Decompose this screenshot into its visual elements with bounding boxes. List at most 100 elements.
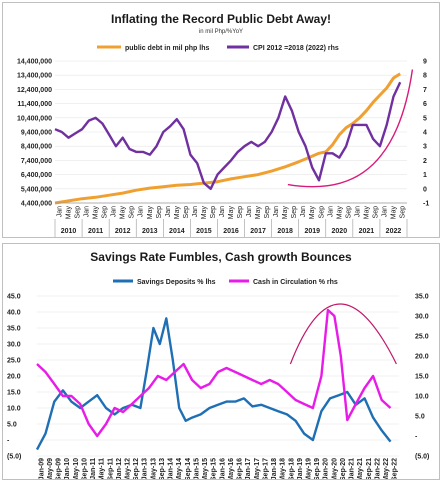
x-tick-label: May: [228, 206, 235, 220]
x-tick-label: Sep-15: [211, 458, 218, 479]
y-left-tick-label: 10.0: [7, 406, 21, 413]
x-tick-label: May: [309, 206, 316, 220]
y-left-tick-label: (5.0): [7, 454, 21, 461]
series-lines: [54, 72, 402, 205]
x-tick-label: Jan: [300, 206, 307, 217]
x-tick-label: Jan-10: [64, 458, 71, 479]
x-tick-label: Jan: [354, 206, 361, 217]
x-tick-label: May: [174, 206, 181, 220]
year-label: 2011: [88, 228, 103, 235]
x-tick-label: May-20: [331, 458, 338, 479]
year-label: 2019: [304, 228, 320, 235]
y-right-tick-label: -1: [423, 201, 429, 208]
x-tick-label: May-22: [383, 458, 390, 479]
x-tick-label: May-19: [306, 458, 313, 479]
x-tick-label: Sep: [156, 206, 163, 219]
annotations: [287, 69, 414, 188]
y-left-tick-label: 35.0: [7, 326, 21, 333]
chart-title: Savings Rate Fumbles, Cash growth Bounce…: [90, 250, 352, 264]
x-tick-label: May-21: [357, 458, 364, 479]
x-tick-label: Jan: [327, 206, 334, 217]
x-tick-label: Jan-09: [38, 458, 45, 479]
x-tick-label: Sep-14: [185, 458, 192, 479]
x-tick-label: Sep-18: [288, 458, 295, 479]
y-left-tick-label: 8,400,000: [21, 144, 52, 151]
trend-curve: [287, 69, 414, 188]
x-tick-label: Jan: [273, 206, 280, 217]
year-label: 2010: [61, 228, 77, 235]
y-right-tick-label: 1: [423, 172, 427, 179]
x-tick-label: May: [390, 206, 397, 220]
y-left-tick-label: 40.0: [7, 310, 21, 317]
year-label: 2018: [277, 228, 293, 235]
x-tick-label: May: [336, 206, 343, 220]
legend-label-cpi: CPI 2012 =2018 (2022) rhs: [253, 45, 339, 52]
y-right-tick-label: 6: [423, 101, 427, 108]
x-axis: Jan May Sep Jan May Sep Jan May Sep Jan May Sep Jan M…: [54, 202, 408, 237]
x-tick-label: May-09: [47, 458, 54, 479]
y-right-tick-label: 30.0: [415, 314, 429, 321]
annotations: [289, 303, 397, 365]
y-left-tick-label: 30.0: [7, 342, 21, 349]
x-tick-label: Jan: [57, 206, 64, 217]
x-tick-label: Jan-19: [297, 458, 304, 479]
x-tick-label: Jan-13: [142, 458, 149, 479]
year-label: 2014: [169, 228, 185, 235]
x-tick-label: Sep: [264, 206, 271, 219]
chart-savings-cash: Savings Rate Fumbles, Cash growth Bounce…: [7, 250, 429, 482]
x-tick-label: Sep-16: [237, 458, 244, 479]
y-right-tick-label: 3: [423, 144, 427, 151]
series-line-public-debt: [54, 72, 401, 205]
x-tick-label: Sep: [399, 206, 406, 219]
y-left-axis: (5.0) - 5.0 10.0 15.0 20.0 25.0 30.0 35.0 40.0 45.…: [7, 294, 21, 461]
x-tick-label: Sep: [210, 206, 217, 219]
x-tick-label: May-16: [228, 458, 235, 479]
y-left-tick-label: 14,400,000: [17, 59, 52, 66]
x-tick-label: May-12: [125, 458, 132, 479]
x-tick-label: May-13: [150, 458, 157, 479]
x-tick-label: May-18: [280, 458, 287, 479]
x-tick-label: Jan-11: [90, 458, 97, 479]
x-tick-label: May: [93, 206, 100, 220]
y-left-tick-label: -: [7, 438, 10, 445]
y-right-tick-label: -: [415, 434, 418, 441]
y-right-tick-label: 9: [423, 59, 427, 66]
x-tick-label: Sep: [183, 206, 190, 219]
y-left-tick-label: 5.0: [7, 422, 17, 429]
series-line-cpi: [54, 81, 402, 191]
y-right-tick-label: 5.0: [415, 414, 425, 421]
x-tick-label: Sep-09: [56, 458, 63, 479]
series-line-cash-in-circulation: [36, 308, 392, 438]
y-right-tick-label: 7: [423, 87, 427, 94]
series-lines: [35, 308, 392, 451]
x-tick-label: Jan: [246, 206, 253, 217]
x-tick-label: Sep: [237, 206, 244, 219]
y-right-tick-label: 35.0: [415, 294, 429, 301]
y-right-tick-label: 0: [423, 186, 427, 193]
x-tick-label: Sep-12: [133, 458, 140, 479]
x-tick-label: May-11: [99, 458, 106, 479]
x-axis: Jan-09 May-09 Sep-09 Jan-10 May-10 Sep-10 Jan-…: [38, 458, 399, 482]
year-label: 2013: [142, 228, 158, 235]
y-right-tick-label: 10.0: [415, 394, 429, 401]
x-tick-label: May: [201, 206, 208, 220]
x-tick-label: Sep-20: [340, 458, 347, 479]
x-tick-label: Jan: [165, 206, 172, 217]
x-tick-label: Jan-15: [193, 458, 200, 479]
year-label: 2016: [223, 228, 239, 235]
x-tick-label: May-17: [254, 458, 261, 479]
gridlines: [37, 295, 399, 457]
x-tick-label: Sep-22: [392, 458, 399, 479]
y-right-axis: (5.0) - 5.0 10.0 15.0 20.0 25.0 30.0 35.0: [415, 294, 429, 461]
x-tick-label: Jan: [192, 206, 199, 217]
y-left-tick-label: 20.0: [7, 374, 21, 381]
y-left-tick-label: 13,400,000: [17, 73, 52, 80]
y-left-tick-label: 12,400,000: [17, 87, 52, 94]
arc: [289, 303, 397, 365]
chart-panel-public-debt: Inflating the Record Public Debt Away! i…: [2, 2, 440, 238]
legend-label-savings: Savings Deposits % lhs: [137, 279, 216, 286]
x-tick-label: Jan-16: [219, 458, 226, 479]
x-tick-label: May: [255, 206, 262, 220]
x-tick-label: Jan: [84, 206, 91, 217]
x-tick-label: May: [282, 206, 289, 220]
